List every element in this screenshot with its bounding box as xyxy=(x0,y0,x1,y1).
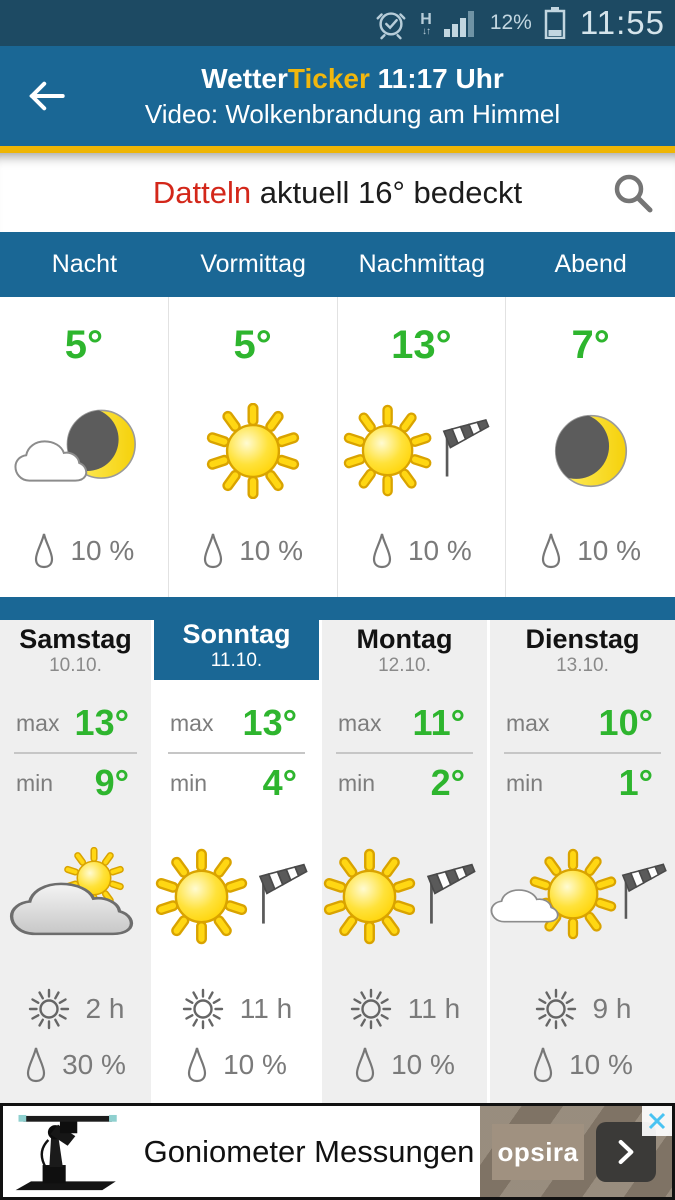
min-temp-row: min 2° xyxy=(338,762,465,803)
sun-hours-stat: 11 h xyxy=(154,986,319,1032)
goniometer-robot-image xyxy=(3,1106,138,1197)
sun-outline-icon xyxy=(28,988,69,1030)
precipitation-stat: 10 % xyxy=(202,533,303,569)
ad-headline[interactable]: Goniometer Messungen xyxy=(143,1133,475,1169)
precipitation-stat: 10 % xyxy=(322,1042,487,1088)
daypart-label-abend: Abend xyxy=(554,250,627,278)
sun-outline-icon xyxy=(350,988,391,1030)
tab-dienstag[interactable]: Dienstag 13.10. xyxy=(525,623,640,676)
raindrop-icon xyxy=(355,1047,375,1083)
chevron-right-icon xyxy=(618,1139,634,1165)
location-bar[interactable]: Datteln aktuell 16° bedeckt xyxy=(0,153,675,232)
precipitation-stat: 10 % xyxy=(371,533,472,569)
daypart-col-nachmittag: 13° 10 % xyxy=(338,297,507,597)
signal-strength-icon xyxy=(443,11,474,37)
sun-outline-icon xyxy=(535,988,576,1030)
cloud-sun-windsock-icon xyxy=(490,832,675,962)
moon-cloud-icon xyxy=(0,368,168,533)
cloud-sun-icon xyxy=(0,832,151,962)
precipitation-stat: 10 % xyxy=(33,533,134,569)
temperature: 5° xyxy=(233,323,272,367)
ad-banner[interactable]: Goniometer Messungen opsira xyxy=(0,1103,675,1200)
tab-samstag[interactable]: Samstag 10.10. xyxy=(19,623,132,676)
alarm-icon xyxy=(376,12,406,40)
sun-hours-stat: 9 h xyxy=(490,986,675,1032)
location-status-text: Datteln aktuell 16° bedeckt xyxy=(152,174,523,210)
ticker-subtitle: Video: Wolkenbrandung am Himmel xyxy=(144,99,561,130)
clock-time: 11:55 xyxy=(579,4,665,41)
battery-icon xyxy=(544,7,566,39)
raindrop-icon xyxy=(204,533,223,569)
ticker-title: WetterTicker 11:17 Uhr xyxy=(201,63,504,95)
status-bar: H ↓↑ 12% 11:55 xyxy=(0,0,675,46)
city-name: Datteln xyxy=(152,174,252,210)
ad-brand-panel[interactable]: opsira xyxy=(480,1106,672,1197)
max-temp-row: max 13° xyxy=(170,702,297,743)
min-temp-row: min 9° xyxy=(16,762,129,803)
precipitation-stat: 30 % xyxy=(0,1042,151,1088)
divider xyxy=(504,752,661,754)
precipitation-stat: 10 % xyxy=(540,533,641,569)
daypart-col-vormittag: 5° 10 % xyxy=(169,297,338,597)
day-column-dienstag[interactable]: Dienstag 13.10. max 10° min 1° 9 h xyxy=(490,620,675,1103)
sun-hours-stat: 11 h xyxy=(322,986,487,1032)
ad-close-button[interactable] xyxy=(642,1106,672,1136)
sun-icon xyxy=(169,368,337,533)
divider xyxy=(14,752,137,754)
precipitation-stat: 10 % xyxy=(490,1042,675,1088)
max-temp-row: max 11° xyxy=(338,702,465,743)
temperature: 13° xyxy=(391,323,452,367)
daypart-label-nacht: Nacht xyxy=(51,250,118,278)
max-temp-row: max 13° xyxy=(16,702,129,743)
raindrop-icon xyxy=(542,533,561,569)
raindrop-icon xyxy=(35,533,54,569)
sun-windsock-icon xyxy=(338,368,506,533)
daypart-label-nachmittag: Nachmittag xyxy=(358,250,486,278)
sun-outline-icon xyxy=(182,988,223,1030)
day-column-montag[interactable]: Montag 12.10. max 11° min 2° 11 h xyxy=(322,620,487,1103)
daypart-col-nacht: 5° 10 % xyxy=(0,297,169,597)
divider xyxy=(336,752,473,754)
max-temp-row: max 10° xyxy=(506,702,653,743)
daypart-forecast-row: 5° 10 % 5° 10 % 13° 10 % 7° xyxy=(0,297,675,597)
back-button[interactable] xyxy=(18,74,74,118)
close-icon xyxy=(648,1112,666,1130)
min-temp-row: min 1° xyxy=(506,762,653,803)
raindrop-icon xyxy=(372,533,392,569)
battery-percent: 12% xyxy=(489,11,532,34)
data-arrows-icon: ↓↑ xyxy=(422,25,431,37)
network-type-indicator: H ↓↑ xyxy=(420,10,432,37)
day-column-sonntag[interactable]: Sonntag 11.10. max 13° min 4° 11 h xyxy=(154,597,319,1103)
daypart-header-row: Nacht Vormittag Nachmittag Abend xyxy=(0,232,675,297)
sun-windsock-icon xyxy=(322,832,487,962)
accent-divider xyxy=(0,146,675,153)
day-column-samstag[interactable]: Samstag 10.10. max 13° min 9° 2 h xyxy=(0,620,151,1103)
sun-hours-stat: 2 h xyxy=(0,986,151,1032)
moon-icon xyxy=(506,368,675,533)
tab-montag[interactable]: Montag 12.10. xyxy=(356,623,453,676)
temperature: 5° xyxy=(64,323,103,367)
divider xyxy=(168,752,305,754)
ticker-banner[interactable]: WetterTicker 11:17 Uhr Video: Wolkenbran… xyxy=(145,61,560,131)
temperature: 7° xyxy=(571,323,610,367)
sun-windsock-icon xyxy=(154,832,319,962)
raindrop-icon xyxy=(533,1047,553,1083)
app-header: WetterTicker 11:17 Uhr Video: Wolkenbran… xyxy=(0,46,675,146)
search-icon[interactable] xyxy=(611,171,655,215)
brand-logo: opsira xyxy=(492,1124,584,1180)
min-temp-row: min 4° xyxy=(170,762,297,803)
tab-sonntag[interactable]: Sonntag 11.10. xyxy=(154,597,319,680)
daypart-label-vormittag: Vormittag xyxy=(200,250,306,278)
raindrop-icon xyxy=(26,1047,46,1083)
daypart-col-abend: 7° 10 % xyxy=(506,297,675,597)
daily-forecast-section: Samstag 10.10. max 13° min 9° 2 h xyxy=(0,597,675,1103)
raindrop-icon xyxy=(187,1047,207,1083)
precipitation-stat: 10 % xyxy=(154,1042,319,1088)
